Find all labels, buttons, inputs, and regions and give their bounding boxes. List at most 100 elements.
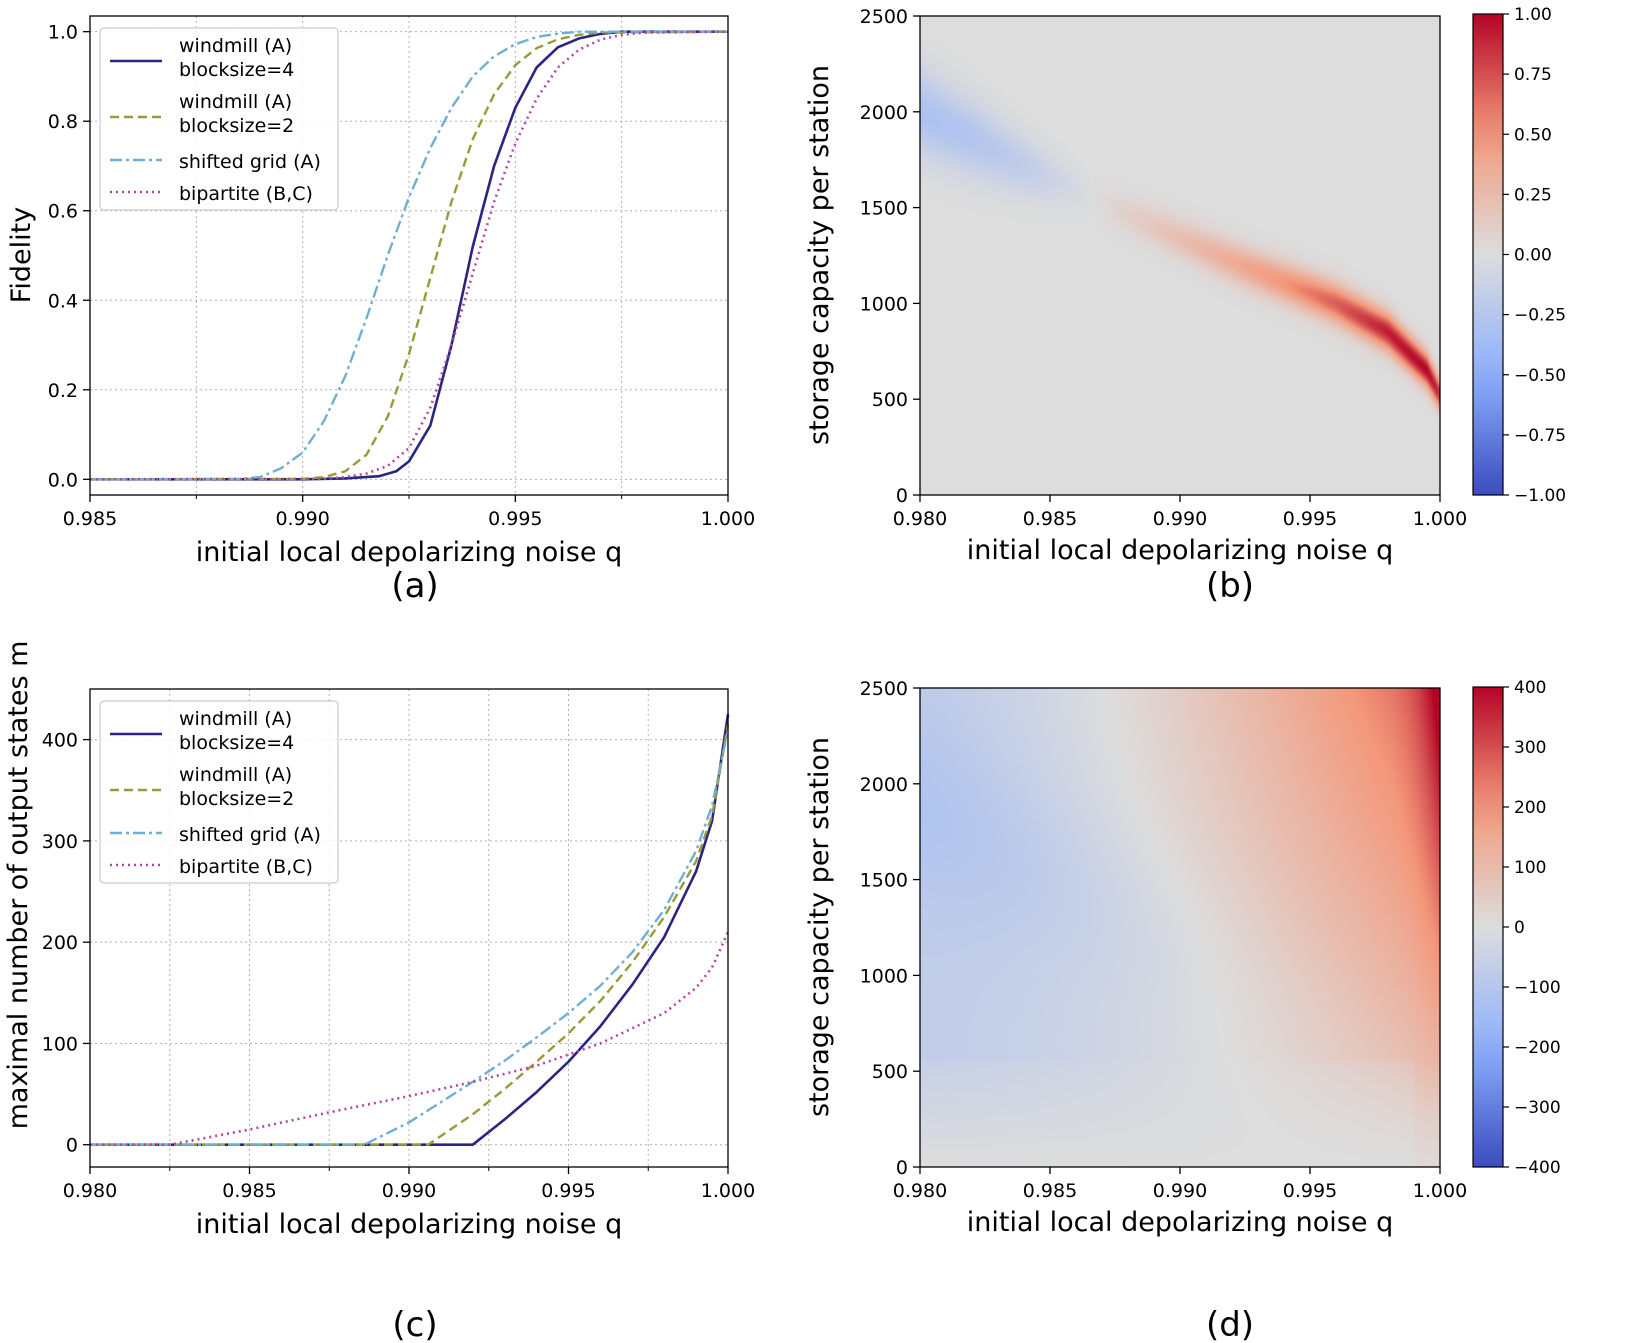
series-line-windmill4 xyxy=(90,30,728,481)
caption-d: (d) xyxy=(1206,1305,1254,1343)
series-line-bipartite xyxy=(89,30,729,481)
x-tick-label: 0.990 xyxy=(1153,508,1207,530)
series-line-bipartite xyxy=(90,931,730,1146)
colorbar-tick-label: −200 xyxy=(1514,1038,1561,1058)
y-tick-label: 400 xyxy=(42,730,78,752)
colorbar-tick-label: −0.50 xyxy=(1514,366,1566,386)
x-tick-label: 0.990 xyxy=(382,1180,436,1202)
x-tick-label: 1.000 xyxy=(1413,508,1467,530)
x-tick-label: 0.995 xyxy=(541,1180,595,1202)
heatmap-image xyxy=(920,16,1440,495)
panel-b: 0.980 0.985 0.990 0.995 1.000 0 500 1000 1500 200… xyxy=(804,5,1566,566)
y-tick-label: 0 xyxy=(66,1135,78,1157)
caption-b: (b) xyxy=(1206,566,1254,606)
colorbar-tick-label: −300 xyxy=(1514,1098,1561,1118)
x-axis-label: initial local depolarizing noise q xyxy=(196,1209,622,1240)
y-tick-label: 2500 xyxy=(860,6,908,28)
colorbar-tick-label: 400 xyxy=(1514,678,1546,698)
y-tick-label: 1.0 xyxy=(48,22,78,44)
y-axis-label: storage capacity per station xyxy=(804,737,835,1117)
x-tick-label: 0.985 xyxy=(1023,1180,1077,1202)
colorbar xyxy=(1472,13,1504,496)
x-tick-label: 1.000 xyxy=(1413,1180,1467,1202)
series-line-windmill4 xyxy=(90,714,730,1146)
legend-box xyxy=(99,700,339,884)
legend-box xyxy=(99,27,339,211)
caption-c: (c) xyxy=(392,1305,437,1343)
legend: windmill (A) blocksize=4 windmill (A) block… xyxy=(99,27,339,211)
x-axis-label: initial local depolarizing noise q xyxy=(196,537,622,568)
legend-label: windmill (A) blocksize=4 xyxy=(179,708,294,754)
x-tick-label: 0.980 xyxy=(63,1180,117,1202)
y-tick-label: 1500 xyxy=(860,198,908,220)
y-tick-label: 2500 xyxy=(860,678,908,700)
x-axis-label: initial local depolarizing noise q xyxy=(967,535,1393,566)
legend: windmill (A) blocksize=4 windmill (A) block… xyxy=(99,700,339,884)
colorbar-tick-label: 0.50 xyxy=(1514,125,1552,145)
y-tick-label: 100 xyxy=(42,1033,78,1055)
colorbar-tick-label: 0 xyxy=(1514,918,1525,938)
colorbar-tick-label: −100 xyxy=(1514,978,1561,998)
x-tick-label: 0.985 xyxy=(63,508,117,530)
heatmap-image xyxy=(920,688,1440,1167)
x-tick-label: 0.995 xyxy=(1283,508,1337,530)
colorbar-tick-label: 0.00 xyxy=(1514,246,1552,266)
colorbar xyxy=(1472,686,1504,1168)
y-tick-label: 2000 xyxy=(860,774,908,796)
legend-label: windmill (A) blocksize=2 xyxy=(179,91,294,137)
colorbar-tick-label: 300 xyxy=(1514,738,1546,758)
x-tick-label: 0.990 xyxy=(275,508,329,530)
y-axis-label: storage capacity per station xyxy=(804,65,835,445)
legend-label: shifted grid (A) xyxy=(179,151,321,173)
x-tick-label: 0.980 xyxy=(893,508,947,530)
series-line-shifted xyxy=(89,30,728,481)
y-axis-label: maximal number of output states m xyxy=(3,641,34,1130)
colorbar-tick-label: −0.25 xyxy=(1514,306,1566,326)
y-tick-label: 1000 xyxy=(860,965,908,987)
y-tick-label: 0 xyxy=(896,1157,908,1179)
x-axis-label: initial local depolarizing noise q xyxy=(967,1207,1393,1238)
x-tick-label: 0.980 xyxy=(893,1180,947,1202)
y-tick-label: 0 xyxy=(896,485,908,507)
series-line-shifted xyxy=(90,729,730,1146)
panel-c: 0.980 0.985 0.990 0.995 1.000 0 100 200 300 400 in… xyxy=(3,641,755,1240)
y-tick-label: 500 xyxy=(872,1061,908,1083)
caption-a: (a) xyxy=(391,566,438,606)
colorbar-tick-label: 1.00 xyxy=(1514,5,1552,25)
legend-label: windmill (A) blocksize=2 xyxy=(179,764,294,810)
x-tick-label: 0.995 xyxy=(1283,1180,1337,1202)
colorbar-tick-label: −0.75 xyxy=(1514,426,1566,446)
legend-label: bipartite (B,C) xyxy=(179,856,313,878)
y-tick-label: 0.8 xyxy=(48,111,78,133)
y-tick-label: 0.6 xyxy=(48,201,78,223)
panel-d: 0.980 0.985 0.990 0.995 1.000050010001500200… xyxy=(804,678,1561,1238)
y-axis-label: Fidelity xyxy=(6,207,37,303)
legend-label: windmill (A) blocksize=4 xyxy=(179,35,294,81)
x-tick-label: 0.990 xyxy=(1153,1180,1207,1202)
y-tick-label: 500 xyxy=(872,389,908,411)
x-tick-label: 1.000 xyxy=(701,508,755,530)
y-tick-label: 1000 xyxy=(860,293,908,315)
colorbar-tick-label: 0.25 xyxy=(1514,185,1552,205)
y-tick-label: 300 xyxy=(42,831,78,853)
y-tick-label: 200 xyxy=(42,932,78,954)
colorbar-tick-label: 0.75 xyxy=(1514,65,1552,85)
series-line-windmill2 xyxy=(90,724,730,1146)
y-tick-label: 0.4 xyxy=(48,290,78,312)
y-tick-label: 0.2 xyxy=(48,380,78,402)
y-tick-label: 2000 xyxy=(860,102,908,124)
x-tick-label: 0.985 xyxy=(222,1180,276,1202)
x-tick-label: 0.985 xyxy=(1023,508,1077,530)
x-tick-label: 0.995 xyxy=(488,508,542,530)
legend-label: bipartite (B,C) xyxy=(179,183,313,205)
legend-label: shifted grid (A) xyxy=(179,824,321,846)
colorbar-tick-label: −400 xyxy=(1514,1158,1561,1178)
panel-a: 0.985 0.990 0.995 1.000 0.0 0.2 0.4 0.6 0.8 1.0 in… xyxy=(6,15,755,568)
colorbar-tick-label: −1.00 xyxy=(1514,486,1566,506)
colorbar-tick-label: 100 xyxy=(1514,858,1546,878)
colorbar-tick-label: 200 xyxy=(1514,798,1546,818)
y-tick-label: 0.0 xyxy=(48,469,78,491)
x-tick-label: 1.000 xyxy=(701,1180,755,1202)
y-tick-label: 1500 xyxy=(860,870,908,892)
